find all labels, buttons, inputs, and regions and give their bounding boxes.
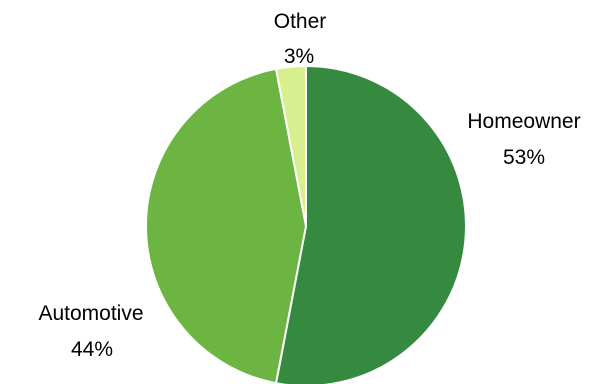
pie-slice-other bbox=[275, 64, 307, 227]
pie-slice-automotive bbox=[144, 67, 307, 384]
pie-slice-homeowner bbox=[275, 65, 467, 384]
slice-percent-other: 3% bbox=[284, 45, 314, 68]
slice-percent-homeowner: 53% bbox=[503, 146, 545, 169]
slice-percent-automotive: 44% bbox=[71, 338, 113, 361]
pie-labels: Other 3% Homeowner 53% Automotive 44% bbox=[38, 10, 580, 361]
slice-label-automotive: Automotive bbox=[38, 302, 143, 325]
pie-slices bbox=[144, 64, 467, 384]
slice-label-other: Other bbox=[274, 10, 327, 33]
slice-label-homeowner: Homeowner bbox=[467, 110, 580, 133]
